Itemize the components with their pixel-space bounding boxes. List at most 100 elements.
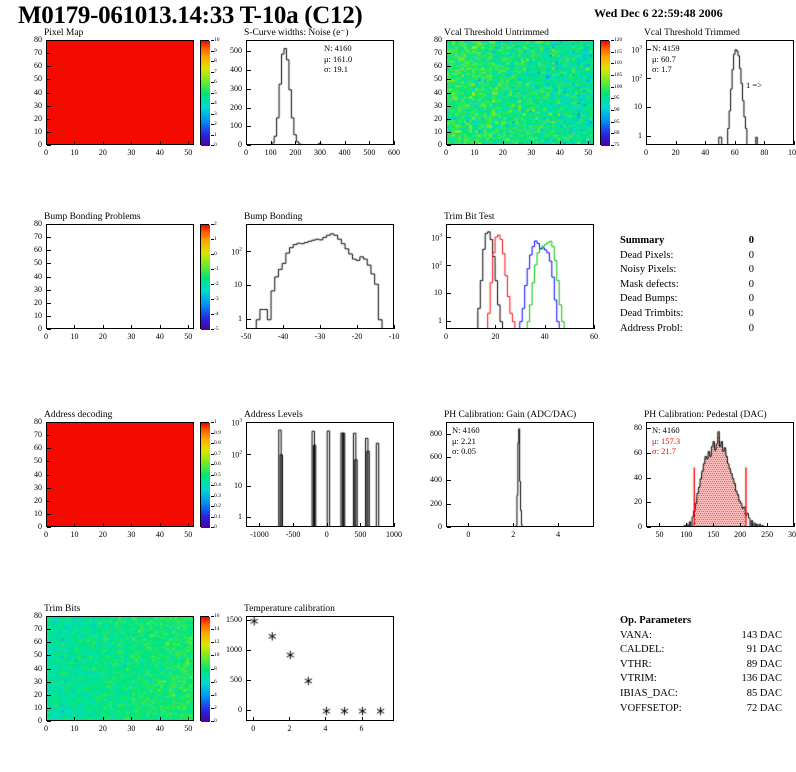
vcal-threshold-trimmed-xtickmark [734, 141, 736, 145]
ph-calibration-gain-ytickmark [447, 527, 451, 528]
address-levels-ytick: 1 [238, 512, 242, 522]
scurve-widths-xtick: 400 [338, 148, 351, 157]
address-decoding-canvas [47, 423, 193, 526]
bump-bonding-problems-xtickmark [74, 325, 76, 329]
pixel-map-xtick: 0 [44, 148, 48, 157]
ph-calibration-pedestal-title: PH Calibration: Pedestal (DAC) [644, 410, 767, 420]
address-levels-xtick: -1000 [250, 530, 269, 539]
address-decoding-color-scale-tick: 0.2 [211, 503, 221, 509]
bump-bonding-xtickmark [246, 325, 247, 329]
ph-calibration-pedestal-canvas [647, 423, 793, 526]
address-decoding-ytickmark [47, 461, 51, 463]
bump-bonding-xtick: -10 [388, 332, 400, 341]
ph-calibration-gain-title: PH Calibration: Gain (ADC/DAC) [444, 410, 577, 420]
bump-bonding-xtick: -20 [351, 332, 363, 341]
scurve-widths-ytickmark [247, 126, 251, 128]
vcal-threshold-trimmed-xtick: 60 [730, 148, 739, 157]
trim-bit-test-ytickmark [447, 292, 451, 294]
trim-bits-color-scale-tick: 6 [211, 678, 217, 685]
vcal-threshold-untrimmed-color-scale-tick: 100 [610, 83, 623, 90]
vcal-threshold-untrimmed-ytickmark [447, 131, 451, 133]
scurve-widths-ytick: 500 [230, 46, 242, 56]
bump-bonding-problems-xtickmark [188, 325, 190, 329]
vcal-threshold-trimmed-ytickmark [647, 107, 651, 109]
trim-bits-ytickmark [47, 694, 51, 696]
trim-bits-color-scale-tick: 0 [211, 718, 217, 724]
summary-value: 0 [748, 249, 754, 261]
address-decoding-ytick: 70 [34, 430, 42, 440]
vcal-threshold-untrimmed-ytick: 70 [434, 48, 442, 58]
temperature-calibration-ytick: 0 [238, 705, 242, 715]
op-parameter-label: IBIAS_DAC: [620, 687, 678, 699]
scurve-widths-xtickmark [320, 141, 321, 145]
vcal-threshold-trimmed-ytick: 1 [638, 131, 642, 141]
pixel-map-color-scale-tick: 3 [211, 110, 217, 117]
vcal-threshold-untrimmed-ytick: 50 [434, 74, 442, 84]
address-decoding-ytickmark [47, 527, 51, 528]
vcal-threshold-trimmed-xtick: 0 [644, 148, 648, 157]
pixel-map-xtick: 30 [127, 148, 136, 157]
address-decoding-color-scale-tick: 0.7 [211, 450, 221, 457]
summary-heading-label: Summary [620, 235, 665, 246]
address-levels-ytickmark [247, 422, 251, 423]
scurve-widths-ytickmark [247, 51, 251, 53]
bump-bonding-ytickmark [247, 284, 251, 286]
trim-bits-color-scale-tick: 2 [211, 704, 217, 711]
bump-bonding-problems-ytick: 0 [38, 324, 42, 333]
trim-bits-color-scale-tick: 16 [211, 613, 220, 619]
ph-calibration-pedestal-xtickmark [794, 523, 795, 527]
op-parameters-heading-label: Op. Parameters [620, 615, 692, 626]
temperature-calibration-xtick: 2 [287, 724, 292, 733]
bump-bonding-problems-ytick: 70 [34, 232, 42, 242]
ph-calibration-gain-ytick: 400 [430, 475, 442, 485]
temperature-calibration-xtickmark [361, 717, 363, 721]
vcal-threshold-trimmed-ytick: 103 [631, 44, 642, 55]
pixel-map-xtickmark [102, 141, 104, 145]
trim-bits-ytick: 80 [34, 611, 42, 620]
summary-label: Mask defects: [620, 278, 679, 290]
vcal-threshold-trimmed-annotation: 1 => [746, 80, 762, 90]
vcal-threshold-trimmed-xtickmark [764, 141, 766, 145]
bump-bonding-problems-color-scale-tick: -3 [211, 296, 219, 302]
pixel-map-ytickmark [47, 105, 51, 107]
bump-bonding-problems-ytickmark [47, 224, 51, 225]
temperature-calibration-frame [246, 616, 394, 721]
summary-label: Dead Trimbits: [620, 307, 684, 319]
op-parameter-value: 72 DAC [746, 702, 782, 714]
pixel-map-ytick: 40 [34, 87, 42, 97]
trim-bits-frame [46, 616, 194, 721]
vcal-threshold-untrimmed-xtickmark [474, 141, 476, 145]
address-decoding-color-scale-canvas [201, 423, 210, 528]
scurve-widths-xtickmark [270, 141, 272, 145]
address-decoding-color-scale-tick: 0.8 [211, 440, 221, 446]
address-decoding-xtick: 50 [184, 530, 193, 539]
address-decoding-color-scale-tick: 0 [211, 524, 217, 530]
scurve-widths-canvas [247, 41, 393, 144]
vcal-threshold-untrimmed-color-scale-tick: 80 [611, 130, 620, 137]
pixel-map-ytick: 30 [34, 100, 42, 110]
temperature-calibration-canvas [247, 617, 393, 720]
plot-scurve-widths: S-Curve widths: Noise (e⁻) 0 100 200 300 400 5… [218, 28, 424, 167]
vcal-threshold-trimmed-stats: N: 4159 μ: 60.7 σ: 1.7 [652, 43, 680, 75]
address-decoding-color-scale-tick: 0.3 [211, 492, 221, 499]
bump-bonding-problems-ytickmark [47, 289, 51, 291]
ph-calibration-gain-canvas [447, 423, 593, 526]
vcal-threshold-untrimmed-color-scale-tick: 95 [611, 95, 620, 102]
pixel-map-color-scale [200, 40, 210, 146]
pixel-map-ytickmark [47, 79, 51, 81]
scurve-widths-frame [246, 40, 394, 145]
ph-calibration-pedestal-ytickmark [647, 502, 651, 504]
summary-heading-value: 0 [748, 235, 754, 246]
ph-calibration-pedestal-ytick: 40 [634, 472, 642, 482]
pixel-map-color-scale-tick: 0 [211, 142, 217, 148]
scurve-widths-ytickmark [247, 88, 251, 90]
vcal-threshold-untrimmed-ytickmark [447, 145, 451, 146]
ph-calibration-pedestal-xtickmark [659, 523, 661, 527]
temperature-calibration-xtick: 6 [359, 724, 364, 733]
trim-bit-test-frame [446, 224, 594, 329]
bump-bonding-problems-xtick: 40 [155, 332, 164, 341]
pixel-map-ytick: 20 [34, 113, 42, 123]
ph-calibration-gain-ytick: 600 [430, 452, 442, 461]
plot-vcal-threshold-untrimmed: Vcal Threshold Untrimmed 0 10 20 30 40 50 0 10 20… [418, 28, 624, 167]
plot-pixel-map: Pixel Map 0 10 20 30 40 50 0 10 20 30 40 50 60 70 80 0 1 2… [18, 28, 224, 167]
